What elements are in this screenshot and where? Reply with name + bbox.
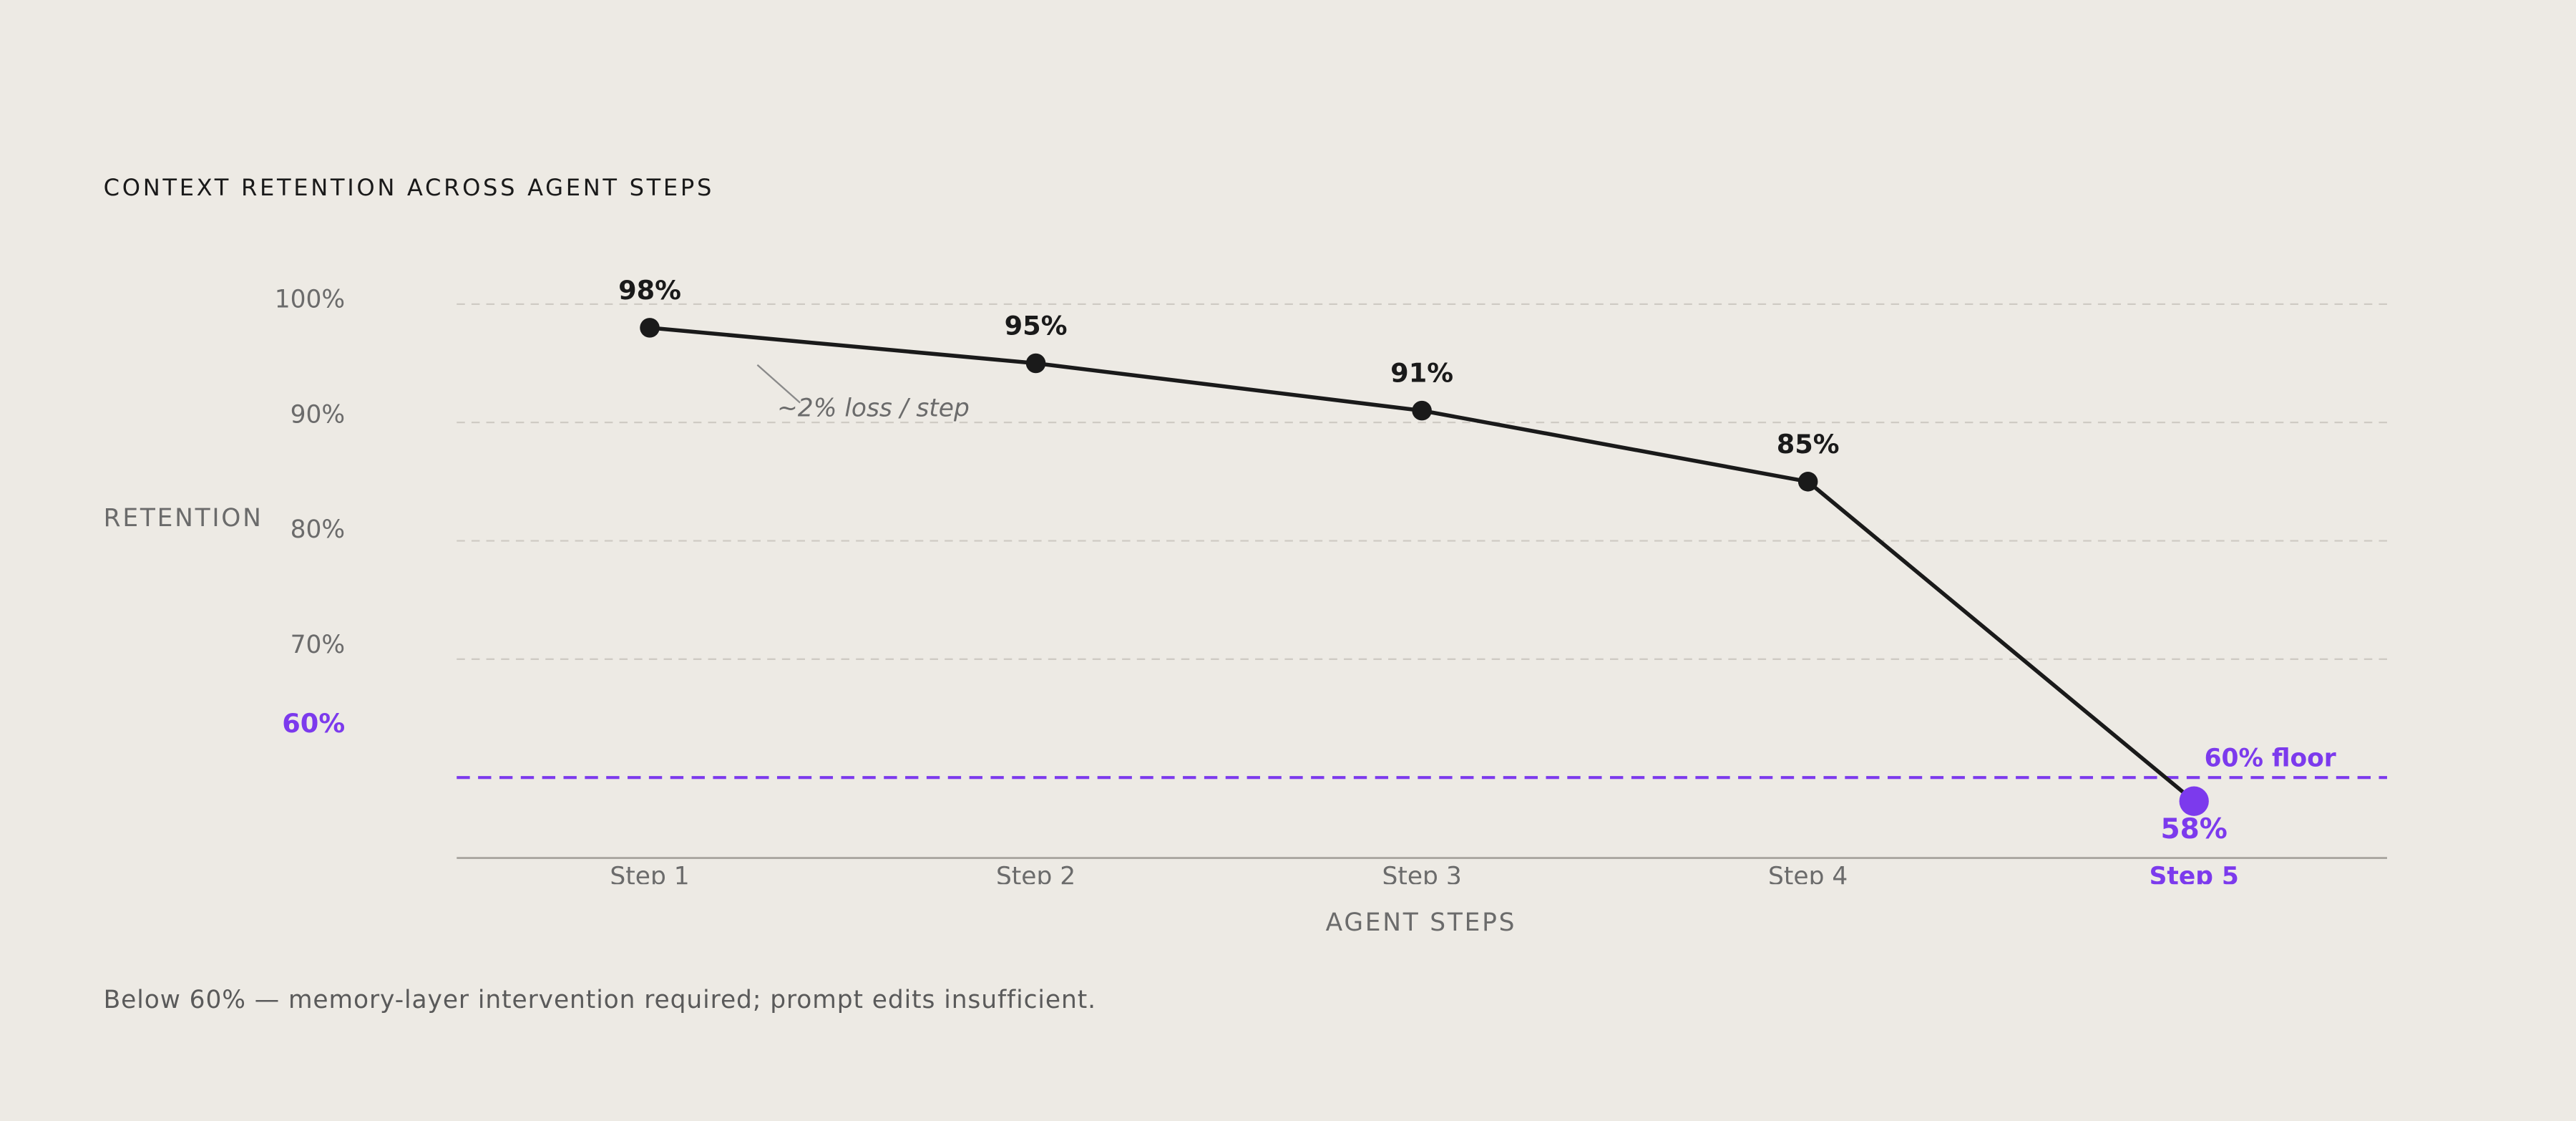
annotation: ~2% loss / step bbox=[777, 394, 970, 422]
footnote: Below 60% — memory-layer intervention re… bbox=[104, 986, 1096, 1014]
x-tick-label: Step 4 bbox=[1768, 862, 1848, 891]
data-label: 91% bbox=[1390, 358, 1453, 389]
x-axis-label: AGENT STEPS bbox=[1326, 908, 1517, 937]
data-label: 95% bbox=[1005, 310, 1068, 341]
y-tick-label: 60% bbox=[282, 708, 345, 739]
x-tick-labels: Step 1 Step 2 Step 3 Step 4 Step 5 bbox=[610, 862, 2239, 891]
x-tick-label: Step 5 bbox=[2150, 862, 2239, 891]
y-axis-label: RETENTION bbox=[104, 504, 263, 533]
data-label: 58% bbox=[2161, 813, 2228, 845]
y-tick-label: 100% bbox=[275, 286, 345, 314]
x-tick-label: Step 3 bbox=[1382, 862, 1462, 891]
point bbox=[640, 318, 660, 338]
point bbox=[1025, 353, 1046, 374]
data-label: 98% bbox=[618, 275, 681, 306]
data-label: 85% bbox=[1777, 429, 1840, 460]
y-tick-label: 90% bbox=[291, 400, 346, 429]
y-tick-label: 80% bbox=[291, 515, 346, 544]
point bbox=[2179, 786, 2209, 816]
chart-title: CONTEXT RETENTION ACROSS AGENT STEPS bbox=[104, 174, 714, 201]
y-tick-label: 70% bbox=[291, 631, 346, 659]
point bbox=[1797, 472, 1818, 492]
annotation-leader bbox=[756, 364, 801, 404]
point bbox=[1412, 400, 1432, 421]
x-tick-label: Step 1 bbox=[610, 862, 689, 891]
threshold-label: 60% floor bbox=[2205, 744, 2336, 772]
x-tick-label: Step 2 bbox=[996, 862, 1075, 891]
